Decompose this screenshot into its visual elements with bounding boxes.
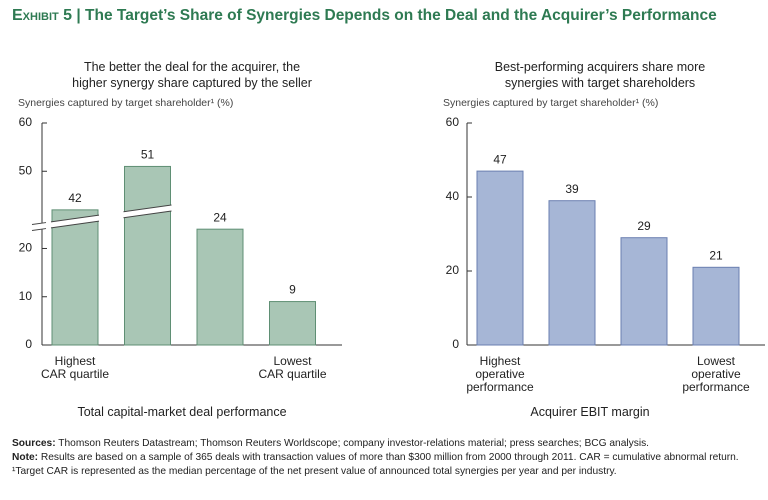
axis-break-edge	[123, 204, 172, 213]
footnote: Sources: Thomson Reuters Datastream; Tho…	[12, 437, 756, 451]
title-text: The Target’s Share of Synergies Depends …	[85, 7, 717, 24]
footnote-label: Sources:	[12, 438, 56, 449]
y-tick-label: 60	[446, 115, 460, 129]
data-label: 39	[565, 182, 579, 196]
x-tick-label: Highest operative performance	[466, 354, 534, 394]
axis-break-edge	[31, 222, 47, 226]
exhibit-label: Exhibit 5	[12, 7, 73, 24]
y-tick-label: 40	[446, 189, 460, 203]
subtitle: Best-performing acquirers share more syn…	[494, 60, 706, 90]
axis-break	[51, 215, 99, 228]
x-axis-label: Total capital-market deal performance	[77, 405, 287, 419]
x-axis-label: Acquirer EBIT margin	[530, 405, 650, 419]
data-label: 21	[709, 248, 723, 262]
footnotes: Sources: Thomson Reuters Datastream; Tho…	[12, 437, 756, 479]
data-label: 42	[68, 191, 82, 205]
y-axis-label: Synergies captured by target shareholder…	[18, 97, 234, 109]
y-tick-label: 50	[19, 163, 33, 177]
bar	[692, 266, 740, 346]
axis-break-edge	[123, 210, 172, 219]
data-label: 51	[141, 148, 155, 162]
bar	[620, 237, 668, 346]
data-label: 24	[213, 210, 227, 224]
bar	[476, 170, 524, 346]
bar	[196, 228, 244, 346]
y-tick-label: 10	[19, 289, 33, 303]
y-tick-label: 20	[446, 263, 460, 277]
bar	[548, 200, 596, 346]
y-tick-label: 20	[19, 241, 33, 255]
axis-break-edge	[50, 214, 100, 223]
y-axis-label: Synergies captured by target shareholder…	[443, 97, 659, 109]
y-tick-label: 60	[19, 115, 33, 129]
footnote-label: Note:	[12, 452, 39, 463]
footnote-text: Results are based on a sample of 365 dea…	[40, 452, 739, 463]
title: Exhibit 5 | The Target’s Share of Synerg…	[12, 7, 717, 24]
x-tick-label: Lowest operative performance	[682, 354, 750, 394]
axis-break-edge	[50, 220, 100, 229]
axis-break	[123, 204, 172, 218]
footnote-text: Thomson Reuters Datastream; Thomson Reut…	[58, 438, 650, 449]
x-tick-label: Highest CAR quartile	[40, 354, 110, 381]
y-tick-label: 0	[25, 337, 32, 351]
bar	[124, 165, 171, 346]
bar	[51, 209, 99, 346]
y-tick-label: 0	[452, 337, 459, 351]
footnote-text: ¹Target CAR is represented as the median…	[12, 466, 617, 477]
footnote: Note: Results are based on a sample of 3…	[12, 451, 756, 465]
data-label: 47	[493, 152, 507, 166]
footnote: ¹Target CAR is represented as the median…	[12, 465, 756, 479]
x-tick-label: Lowest CAR quartile	[258, 354, 327, 381]
axis-break	[32, 222, 46, 231]
axis-break-edge	[31, 228, 47, 232]
data-label: 9	[289, 283, 296, 297]
subtitle: The better the deal for the acquirer, th…	[72, 60, 312, 90]
bar	[269, 301, 316, 346]
data-label: 29	[637, 219, 651, 233]
